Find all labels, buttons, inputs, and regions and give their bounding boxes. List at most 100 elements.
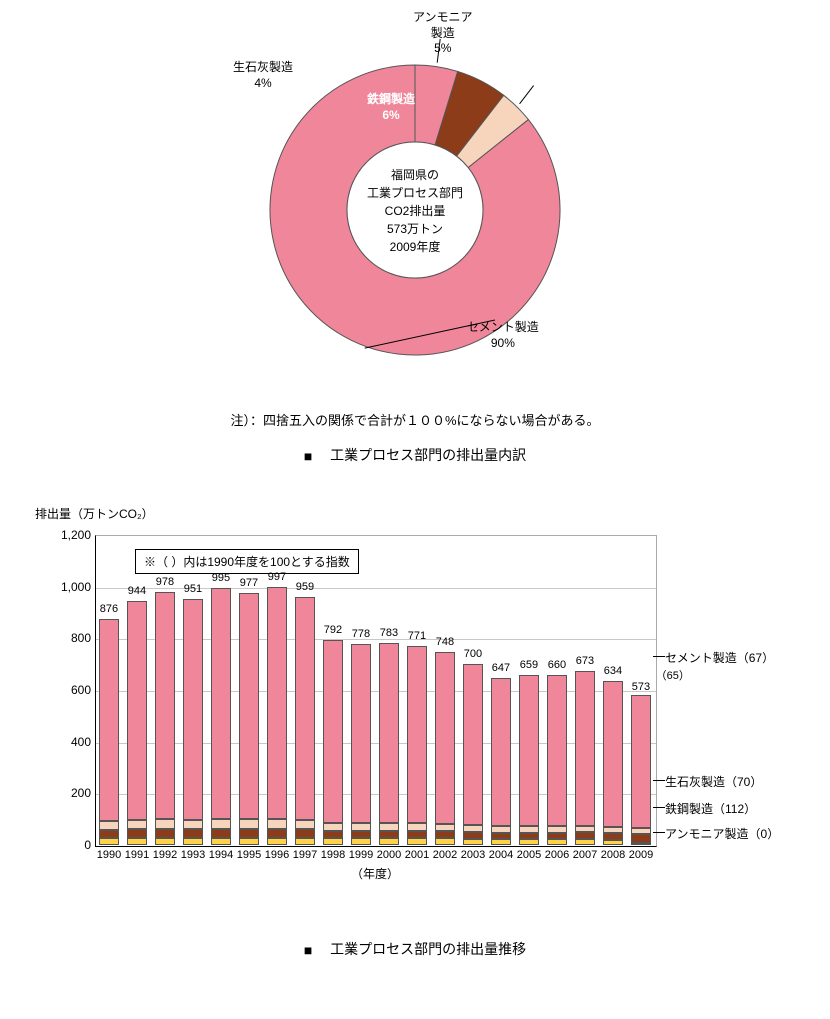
bar-total-label: 778 [348,628,374,640]
bar-seg-steel [519,833,539,840]
bar-seg-cement [267,587,287,818]
xtick-label: 2007 [571,849,599,861]
bar-caption-text: 工業プロセス部門の排出量推移 [330,941,526,957]
ytick-label: 600 [41,683,91,697]
xtick-label: 1999 [347,849,375,861]
bar-seg-quicklime [127,820,147,829]
xtick-label: 2003 [459,849,487,861]
bar-seg-steel [183,829,203,838]
bar-total-label: 673 [572,655,598,667]
bar-total-label: 959 [292,581,318,593]
bar-seg-steel [155,829,175,838]
bar-total-label: 647 [488,662,514,674]
bar-seg-quicklime [407,823,427,830]
leader-line [653,656,665,657]
bar-seg-quicklime [351,823,371,830]
bar-seg-ammonia [491,839,511,845]
bar-seg-cement [547,675,567,827]
bar-seg-steel [631,834,651,843]
bar-note-box: ※（ ）内は1990年度を100とする指数 [135,549,359,574]
bar-total-label: 771 [404,630,430,642]
xtick-label: 1997 [291,849,319,861]
bar-seg-ammonia [603,840,623,845]
bar-column [351,644,371,845]
ytick-label: 800 [41,631,91,645]
ytick-label: 400 [41,735,91,749]
bar-seg-ammonia [575,839,595,845]
bar-seg-quicklime [267,819,287,829]
bar-seg-cement [127,601,147,820]
bar-seg-cement [519,675,539,826]
bar-seg-ammonia [295,838,315,845]
bar-seg-steel [491,833,511,840]
bar-total-label: 876 [96,603,122,615]
caption-square-icon: ■ [304,448,312,464]
bar-seg-ammonia [267,838,287,845]
series-label-steel: 鉄鋼製造（112） [665,800,756,817]
bar-column [323,640,343,845]
leader-line [653,807,665,808]
bar-column [575,671,595,845]
bar-seg-quicklime [435,824,455,831]
series-label-ammonia: アンモニア製造（0） [665,825,779,842]
bar-seg-steel [211,829,231,838]
bar-total-label: 660 [544,659,570,671]
y-axis-title: 排出量（万トンCO₂） [35,505,154,522]
xtick-label: 2000 [375,849,403,861]
bar-seg-ammonia [631,843,651,845]
donut-chart: 福岡県の工業プロセス部門CO2排出量573万トン2009年度 アンモニア製造5%… [155,20,675,400]
bar-column [435,652,455,845]
bar-seg-steel [323,831,343,839]
bar-seg-quicklime [155,819,175,829]
xtick-label: 1995 [235,849,263,861]
xtick-label: 1990 [95,849,123,861]
bar-column [379,643,399,845]
bar-seg-ammonia [211,838,231,845]
bar-seg-ammonia [547,839,567,845]
bar-column [519,675,539,845]
bar-total-label: 995 [208,572,234,584]
bar-seg-cement [407,646,427,823]
bar-seg-cement [379,643,399,823]
bar-seg-ammonia [127,838,147,845]
donut-note: 注）：四捨五入の関係で合計が１００%にならない場合がある。 [20,410,810,429]
bar-seg-cement [603,681,623,827]
bar-column [603,681,623,845]
bar-seg-steel [547,833,567,840]
xtick-label: 1998 [319,849,347,861]
ytick-label: 200 [41,786,91,800]
bar-column [239,593,259,845]
bar-seg-steel [351,831,371,839]
bar-seg-cement [155,592,175,819]
bar-seg-steel [379,831,399,839]
bar-seg-cement [463,664,483,825]
bar-total-label: 634 [600,665,626,677]
donut-label-cement: セメント製造90% [467,320,539,351]
xtick-label: 1992 [151,849,179,861]
bar-seg-cement [575,671,595,826]
donut-label-quicklime: 生石灰製造4% [233,60,293,91]
bar-seg-cement [351,644,371,823]
bar-seg-cement [211,588,231,819]
bar-seg-quicklime [323,823,343,831]
bar-caption: ■ 工業プロセス部門の排出量推移 [20,939,810,959]
bars-row [95,535,655,845]
bar-column [155,592,175,845]
xtick-label: 1996 [263,849,291,861]
bar-seg-steel [295,829,315,838]
bar-total-label: 573 [628,681,654,693]
bar-seg-quicklime [211,819,231,829]
bar-seg-quicklime [239,819,259,829]
bar-total-label: 700 [460,648,486,660]
bar-column [463,664,483,845]
donut-center-text: 福岡県の工業プロセス部門CO2排出量573万トン2009年度 [345,166,485,256]
bar-total-label: 659 [516,659,542,671]
leader-line [653,832,665,833]
ytick-label: 1,200 [41,528,91,542]
xtick-label: 2006 [543,849,571,861]
bar-seg-ammonia [519,839,539,845]
series-label-quicklime: 生石灰製造（70） [665,773,762,790]
xtick-label: 2005 [515,849,543,861]
bar-column [127,601,147,845]
donut-label-steel: 鉄鋼製造6% [367,92,415,123]
